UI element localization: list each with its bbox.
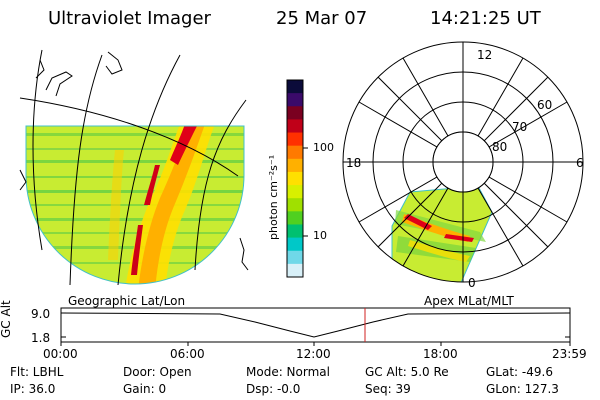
alt-xtick-4: 23:59 [552,347,587,361]
filter-status: Flt: LBHL [10,365,64,379]
colorbar-frame [286,79,304,278]
alt-ytick-9: 9.0 [31,307,51,321]
altitude-plot [60,307,571,346]
instrument-title: Ultraviolet Imager [48,8,211,29]
colorbar-segment [287,158,303,173]
colorbar-segment [287,237,303,252]
colorbar-segment [287,119,303,134]
colorbar-segment [287,171,303,186]
ip-status: IP: 36.0 [10,382,56,396]
colorbar-segment [287,80,303,94]
colorbar-segment [287,263,303,278]
colorbar-segment [287,185,303,199]
mlat-60-label: 60 [537,98,553,112]
mode-status: Mode: Normal [246,365,330,379]
colorbar-segment [287,198,303,212]
colorbar-segment [287,106,303,120]
cb-label-10: 10 [313,229,327,242]
cb-label-100: 100 [313,141,334,154]
colorbar [286,79,304,278]
date-label: 25 Mar 07 [276,8,368,29]
colorbar-segment [287,250,303,265]
alt-xtick-3: 18:00 [423,347,458,361]
cb-unit-label: photon cm⁻²s⁻¹ [267,154,280,240]
alt-ylabel: GC Alt [0,300,13,338]
altitude-curve [60,312,571,338]
polar-plot [342,41,584,283]
mlt-0-label: 0 [468,276,476,290]
mlt-18-label: 18 [346,156,362,170]
gain-status: Gain: 0 [123,382,167,396]
dsp-status: Dsp: -0.0 [246,382,301,396]
gc-alt-status: GC Alt: 5.0 Re [365,365,449,379]
mlt-12-label: 12 [477,48,493,62]
seq-status: Seq: 39 [365,382,411,396]
alt-xtick-1: 06:00 [170,347,205,361]
alt-xtick-2: 12:00 [296,347,331,361]
time-label: 14:21:25 UT [430,8,541,29]
alt-xtick-0: 00:00 [43,347,78,361]
colorbar-segment [287,211,303,225]
colorbar-segment [287,93,303,107]
glat-status: GLat: -49.6 [486,365,553,379]
colorbar-segment [287,132,303,147]
colorbar-segment [287,224,303,239]
mlat-80-label: 80 [492,140,508,154]
colorbar-segment [287,145,303,160]
mlt-6-label: 6 [576,156,584,170]
alt-ytick-1-8: 1.8 [31,331,51,345]
left-panel-caption: Geographic Lat/Lon [68,294,186,308]
geographic-image [19,49,249,286]
mlat-70-label: 70 [512,120,528,134]
door-status: Door: Open [123,365,192,379]
right-panel-caption: Apex MLat/MLT [424,294,514,308]
glon-status: GLon: 127.3 [486,382,559,396]
